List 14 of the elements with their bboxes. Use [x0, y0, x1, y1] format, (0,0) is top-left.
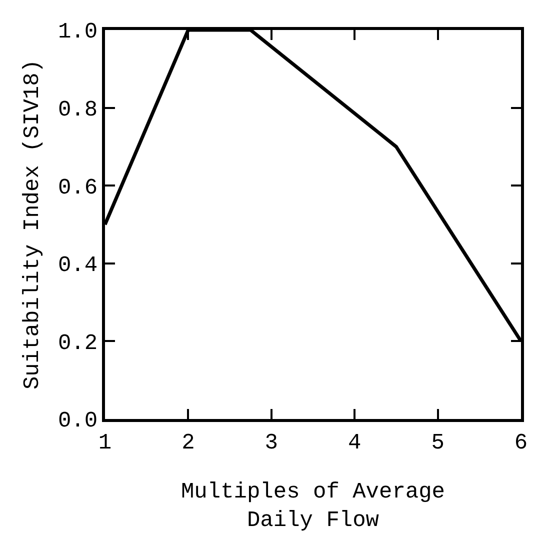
y-tick-label: 0.4 — [58, 253, 98, 278]
y-tick-label: 0.2 — [58, 330, 98, 356]
y-tick-label: 0.0 — [58, 408, 98, 434]
x-tick-label: 6 — [514, 430, 528, 456]
y-tick-label: 1.0 — [58, 20, 98, 45]
y-tick-label: 0.8 — [58, 98, 98, 122]
y-axis-title: Suitability Index (SIV18) — [20, 59, 45, 390]
x-tick-label: 2 — [182, 430, 195, 456]
x-tick-label: 4 — [348, 430, 362, 456]
x-tick-label: 1 — [98, 430, 112, 456]
x-tick-label: 3 — [264, 430, 278, 456]
y-tick-label: 0.6 — [58, 175, 98, 200]
x-axis-title: Multiples of Average Daily Flow — [180, 479, 446, 533]
x-tick-label: 5 — [431, 430, 444, 456]
